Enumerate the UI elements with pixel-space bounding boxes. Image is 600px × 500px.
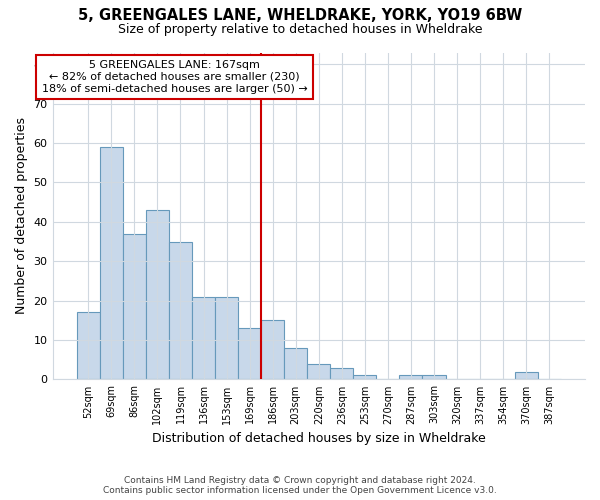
Bar [238, 328, 261, 380]
Text: Contains HM Land Registry data © Crown copyright and database right 2024.
Contai: Contains HM Land Registry data © Crown c… [103, 476, 497, 495]
Bar [100, 147, 123, 380]
Bar [307, 364, 330, 380]
Bar [261, 320, 284, 380]
Bar [353, 376, 376, 380]
Bar [330, 368, 353, 380]
Bar [169, 242, 192, 380]
Text: Size of property relative to detached houses in Wheldrake: Size of property relative to detached ho… [118, 22, 482, 36]
Bar [400, 376, 422, 380]
Bar [77, 312, 100, 380]
Text: 5 GREENGALES LANE: 167sqm
← 82% of detached houses are smaller (230)
18% of semi: 5 GREENGALES LANE: 167sqm ← 82% of detac… [42, 60, 308, 94]
Bar [192, 296, 215, 380]
Bar [146, 210, 169, 380]
Y-axis label: Number of detached properties: Number of detached properties [15, 118, 28, 314]
Bar [215, 296, 238, 380]
Bar [284, 348, 307, 380]
Bar [422, 376, 446, 380]
Bar [515, 372, 538, 380]
Bar [123, 234, 146, 380]
Text: 5, GREENGALES LANE, WHELDRAKE, YORK, YO19 6BW: 5, GREENGALES LANE, WHELDRAKE, YORK, YO1… [78, 8, 522, 22]
X-axis label: Distribution of detached houses by size in Wheldrake: Distribution of detached houses by size … [152, 432, 485, 445]
